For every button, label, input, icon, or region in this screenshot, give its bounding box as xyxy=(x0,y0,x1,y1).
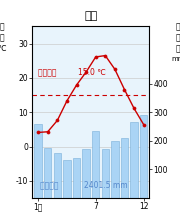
Bar xyxy=(34,124,42,198)
Bar xyxy=(44,148,51,198)
Title: 金沢: 金沢 xyxy=(84,11,98,21)
Bar xyxy=(121,138,128,198)
Text: 水: 水 xyxy=(176,33,180,42)
Bar xyxy=(111,141,119,198)
Text: ℃: ℃ xyxy=(0,44,6,53)
Bar xyxy=(54,153,61,198)
Bar xyxy=(82,149,90,198)
Bar xyxy=(140,115,147,198)
Text: 2401.5 mm: 2401.5 mm xyxy=(84,182,128,191)
Bar xyxy=(130,122,138,198)
Text: mm: mm xyxy=(171,56,180,62)
Text: 15.0 ℃: 15.0 ℃ xyxy=(78,68,106,77)
Text: 量: 量 xyxy=(176,44,180,53)
Bar xyxy=(102,149,109,198)
Bar xyxy=(92,131,99,198)
Bar xyxy=(63,160,71,198)
Text: 気: 気 xyxy=(0,22,4,31)
Text: 年降水量: 年降水量 xyxy=(40,182,63,191)
Bar xyxy=(73,158,80,198)
Text: 温: 温 xyxy=(0,33,4,42)
Text: 平年気温: 平年気温 xyxy=(38,68,59,77)
Text: 降: 降 xyxy=(176,22,180,31)
